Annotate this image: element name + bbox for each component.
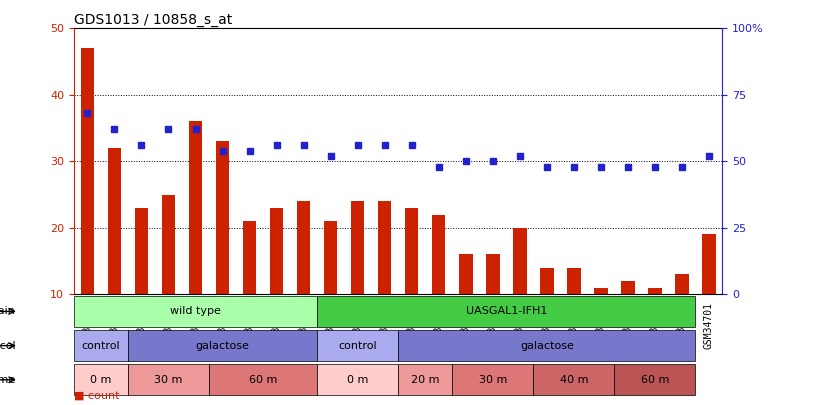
FancyBboxPatch shape [74,330,128,361]
FancyBboxPatch shape [128,364,209,395]
Bar [270,208,283,294]
Bar [108,148,122,294]
Bar [162,194,175,294]
Bar [323,221,337,294]
Text: 20 m: 20 m [411,375,439,385]
Text: 0 m: 0 m [90,375,112,385]
FancyBboxPatch shape [452,364,534,395]
Text: ■ count: ■ count [74,391,119,401]
FancyBboxPatch shape [534,364,614,395]
Bar [702,234,716,294]
FancyBboxPatch shape [74,296,317,327]
Bar [216,141,229,294]
FancyBboxPatch shape [74,364,128,395]
Bar [80,48,94,294]
Bar [513,228,526,294]
Text: 60 m: 60 m [640,375,669,385]
Bar [135,208,149,294]
Text: 0 m: 0 m [347,375,369,385]
Bar [675,274,689,294]
Text: time: time [0,375,16,385]
Text: GDS1013 / 10858_s_at: GDS1013 / 10858_s_at [74,13,232,27]
Bar [594,288,608,294]
Text: 30 m: 30 m [154,375,182,385]
Bar [486,254,499,294]
FancyBboxPatch shape [128,330,317,361]
Bar [432,215,446,294]
Bar [567,268,580,294]
FancyBboxPatch shape [209,364,317,395]
Bar [540,268,553,294]
Text: control: control [81,341,120,351]
Bar [243,221,256,294]
Text: galactose: galactose [520,341,574,351]
Bar [378,201,392,294]
FancyBboxPatch shape [317,364,398,395]
Text: 60 m: 60 m [249,375,277,385]
Text: UASGAL1-IFH1: UASGAL1-IFH1 [466,307,547,316]
Bar [648,288,662,294]
Text: growth protocol: growth protocol [0,341,16,351]
FancyBboxPatch shape [614,364,695,395]
Text: 30 m: 30 m [479,375,507,385]
FancyBboxPatch shape [398,364,452,395]
Bar [621,281,635,294]
Bar [189,122,202,294]
FancyBboxPatch shape [317,296,695,327]
Text: strain: strain [0,307,16,316]
Bar [351,201,365,294]
Text: 40 m: 40 m [560,375,588,385]
Bar [405,208,419,294]
FancyBboxPatch shape [398,330,695,361]
FancyBboxPatch shape [317,330,398,361]
Bar [459,254,473,294]
Text: control: control [338,341,377,351]
Text: wild type: wild type [170,307,221,316]
Text: galactose: galactose [195,341,250,351]
Bar [297,201,310,294]
